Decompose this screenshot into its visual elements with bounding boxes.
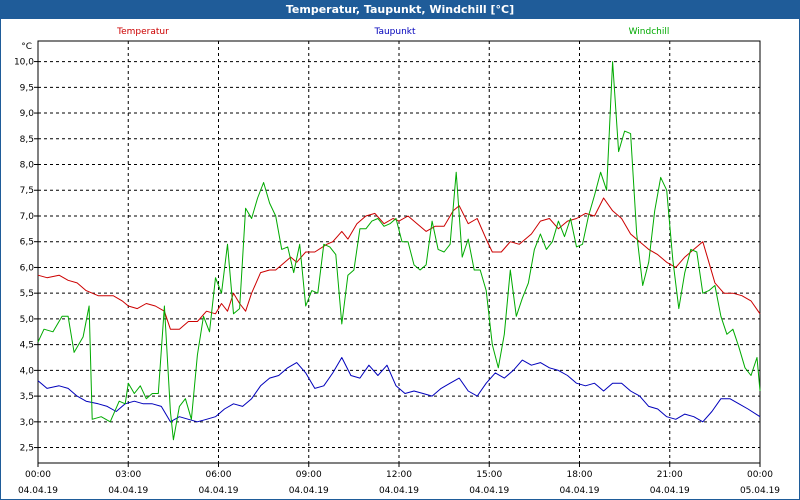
series-line-temperatur	[37, 197, 761, 330]
y-axis: 2,5 3,0 3,5 4,0 4,5 5,0 5,5 6,0 6,5 7,0 7,5 8,0 8,5 9…	[14, 58, 38, 454]
series-lines	[37, 61, 761, 441]
x-tick-time: 21:00	[657, 470, 683, 480]
x-tick-date: 04.04.19	[379, 486, 419, 496]
chart-title: Temperatur, Taupunkt, Windchill [°C]	[1, 1, 799, 19]
y-tick-label: 5,0	[20, 315, 35, 325]
legend-item-windchill: Windchill	[629, 27, 670, 37]
x-tick-time: 18:00	[567, 470, 593, 480]
series-line-windchill	[37, 61, 761, 441]
x-axis: 00:00 04.04.19 03:00 04.04.19 06:00 04.04.19 0…	[18, 463, 780, 496]
y-tick-label: 4,0	[20, 366, 35, 376]
x-tick-date: 04.04.19	[108, 486, 148, 496]
x-tick-date: 04.04.19	[650, 486, 690, 496]
x-tick-date: 04.04.19	[289, 486, 329, 496]
y-tick-label: 3,0	[20, 418, 35, 428]
legend: Temperatur Taupunkt Windchill	[116, 27, 669, 37]
y-tick-label: 3,5	[20, 392, 34, 402]
x-tick-time: 12:00	[386, 470, 412, 480]
legend-item-temperatur: Temperatur	[116, 27, 169, 37]
y-tick-label: 8,5	[20, 135, 34, 145]
y-tick-label: 9,0	[20, 109, 35, 119]
y-tick-label: 10,0	[14, 58, 34, 68]
y-tick-label: 4,5	[20, 341, 34, 351]
x-tick-time: 09:00	[296, 470, 322, 480]
y-tick-label: 6,0	[20, 263, 35, 273]
x-tick-time: 00:00	[25, 470, 51, 480]
y-tick-label: 2,5	[20, 444, 34, 454]
y-tick-label: 5,5	[20, 289, 34, 299]
x-tick-time: 00:00	[747, 470, 773, 480]
legend-item-taupunkt: Taupunkt	[373, 27, 416, 37]
y-tick-label: 9,5	[20, 83, 34, 93]
y-tick-label: 8,0	[20, 161, 35, 171]
x-tick-date: 04.04.19	[469, 486, 509, 496]
x-tick-date: 04.04.19	[18, 486, 58, 496]
y-axis-label: °C	[21, 42, 32, 52]
x-tick-date: 04.04.19	[198, 486, 238, 496]
y-tick-label: 7,5	[20, 186, 34, 196]
series-line-taupunkt	[37, 357, 761, 423]
y-tick-label: 7,0	[20, 212, 35, 222]
x-tick-date: 04.04.19	[559, 486, 599, 496]
x-tick-time: 15:00	[476, 470, 502, 480]
y-tick-label: 6,5	[20, 238, 34, 248]
x-tick-time: 03:00	[115, 470, 141, 480]
x-tick-date: 05.04.19	[740, 486, 780, 496]
x-tick-time: 06:00	[206, 470, 232, 480]
